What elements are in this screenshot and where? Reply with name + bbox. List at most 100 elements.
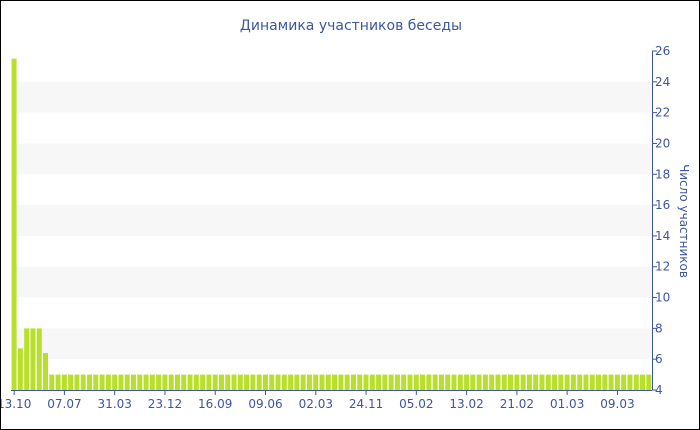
bar — [156, 374, 162, 390]
grid-band — [11, 81, 652, 113]
bar — [68, 374, 74, 390]
bar — [49, 374, 55, 390]
bar — [621, 374, 627, 390]
bar — [495, 374, 501, 390]
bar — [174, 374, 180, 390]
chart-title: Динамика участников беседы — [240, 18, 462, 34]
bar — [237, 374, 243, 390]
bar — [627, 374, 633, 390]
bar — [43, 353, 48, 390]
bar — [589, 374, 595, 390]
y-tick-label: 16 — [655, 198, 670, 212]
bar — [564, 374, 570, 390]
bar — [200, 374, 206, 390]
bar — [570, 374, 576, 390]
bar — [17, 348, 23, 390]
bar — [231, 374, 237, 390]
bar — [30, 328, 36, 390]
bar — [99, 374, 105, 390]
bar — [646, 374, 652, 390]
bar — [294, 374, 300, 390]
bar — [55, 374, 61, 390]
bar — [552, 374, 558, 390]
y-tick-label: 4 — [655, 383, 663, 397]
x-tick-label: 05.02 — [399, 397, 433, 411]
bar — [369, 374, 375, 390]
bar — [212, 374, 218, 390]
bar — [413, 374, 419, 390]
bar — [501, 374, 507, 390]
bar — [438, 374, 444, 390]
bar — [124, 374, 130, 390]
bar — [520, 374, 526, 390]
y-tick-label: 24 — [655, 75, 670, 89]
bar — [181, 374, 187, 390]
bar — [332, 374, 338, 390]
bar — [24, 328, 30, 390]
bar — [105, 374, 111, 390]
bar — [325, 374, 331, 390]
bar — [608, 374, 614, 390]
bar — [401, 374, 407, 390]
y-tick-label: 26 — [655, 44, 670, 58]
bar — [143, 374, 149, 390]
bar — [306, 374, 312, 390]
grid-band — [11, 143, 652, 175]
x-tick-label: 02.03 — [299, 397, 333, 411]
bar — [363, 374, 369, 390]
bar — [539, 374, 545, 390]
bar — [464, 374, 470, 390]
bar — [545, 374, 551, 390]
bar — [300, 374, 306, 390]
bar — [514, 374, 520, 390]
bar — [445, 374, 451, 390]
bar — [633, 374, 639, 390]
bar — [275, 374, 281, 390]
bar — [256, 374, 262, 390]
x-tick-label: 09.06 — [248, 397, 282, 411]
bar — [93, 374, 99, 390]
bar — [288, 374, 294, 390]
y-tick-label: 18 — [655, 167, 670, 181]
bar — [357, 374, 363, 390]
x-tick-label: 23.12 — [148, 397, 182, 411]
y-tick-label: 6 — [655, 352, 663, 366]
y-tick-label: 20 — [655, 136, 670, 150]
x-tick-label: 13.02 — [449, 397, 483, 411]
y-tick-label: 8 — [655, 321, 663, 335]
bar — [319, 374, 325, 390]
bar — [11, 58, 17, 390]
bar — [420, 374, 426, 390]
x-tick-label: 09.03 — [600, 397, 634, 411]
bar — [470, 374, 476, 390]
bar — [168, 374, 174, 390]
grid-band — [11, 328, 652, 360]
y-axis-label: Число участников — [677, 164, 691, 278]
bar — [614, 374, 620, 390]
bar — [558, 374, 564, 390]
bar — [451, 374, 457, 390]
bar — [281, 374, 287, 390]
bar — [131, 374, 136, 390]
grid-band — [11, 266, 652, 298]
y-tick-label: 10 — [655, 291, 670, 305]
bar — [602, 374, 608, 390]
grid-band — [11, 205, 652, 236]
bar — [533, 374, 539, 390]
bar — [61, 374, 67, 390]
x-tick-label: 16.09 — [198, 397, 232, 411]
y-tick-label: 22 — [655, 106, 670, 120]
bar — [225, 374, 231, 390]
bar — [218, 374, 224, 390]
y-tick-label: 12 — [655, 260, 670, 274]
bar — [350, 374, 356, 390]
bar — [187, 374, 193, 390]
bar — [596, 374, 602, 390]
bar — [262, 374, 268, 390]
bar — [250, 374, 256, 390]
bar — [313, 374, 319, 390]
bar — [244, 374, 250, 390]
bar — [489, 374, 495, 390]
